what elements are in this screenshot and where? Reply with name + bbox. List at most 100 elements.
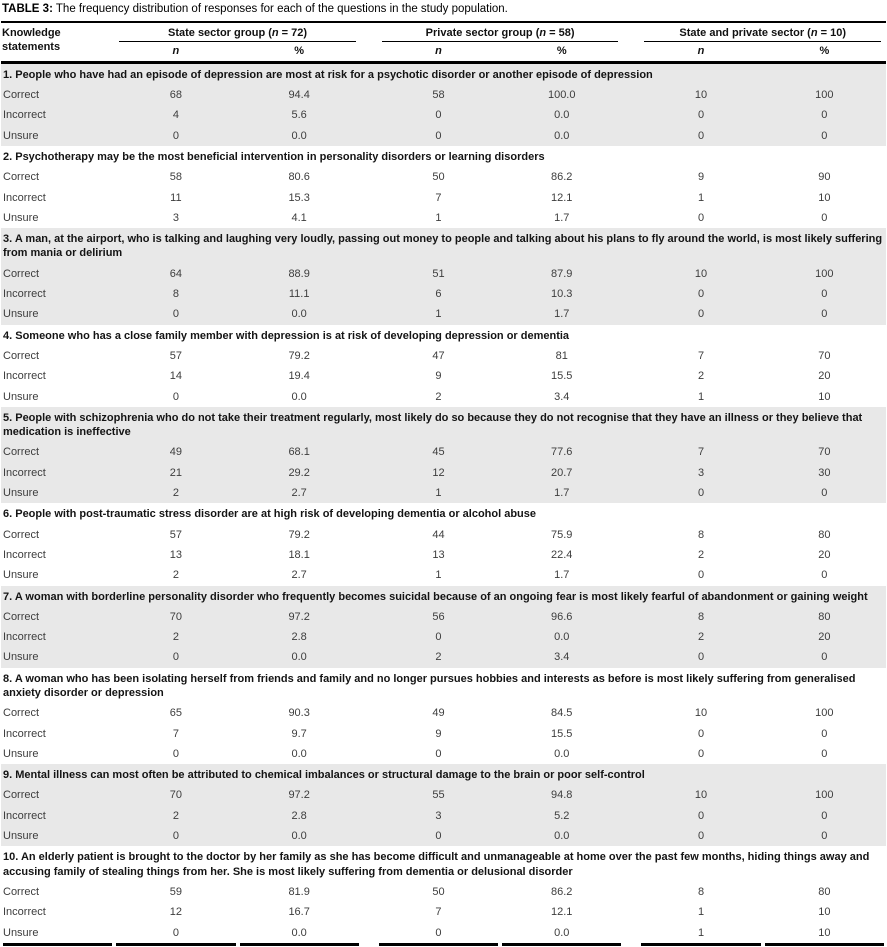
value-cell: 15.5 xyxy=(551,370,573,383)
value-cell: 94.8 xyxy=(500,785,624,806)
response-row: Correct 65 90.3 49 84.5 10 100 xyxy=(1,703,886,723)
question-row: 1. People who have had an episode of dep… xyxy=(1,62,886,86)
value-cell: 1 xyxy=(376,483,501,504)
value-cell: 96.6 xyxy=(500,606,624,628)
table-bottom-rule xyxy=(1,942,886,947)
question-statement: 9. Mental illness can most often be attr… xyxy=(1,764,886,786)
question-row: 2. Psychotherapy may be the most benefic… xyxy=(1,146,886,167)
value-cell: 0 xyxy=(114,826,238,847)
value-cell: 10 xyxy=(639,263,763,285)
question-statement: 7. A woman with borderline personality d… xyxy=(1,585,886,607)
value-cell: 0.0 xyxy=(500,627,624,648)
value-cell: 2 xyxy=(172,569,179,582)
value-cell: 15.5 xyxy=(551,727,573,740)
value-cell: 0 xyxy=(435,926,442,939)
column-gap xyxy=(361,188,377,208)
value-cell: 90 xyxy=(818,171,831,184)
response-label: Incorrect xyxy=(3,906,46,919)
value-cell: 10 xyxy=(694,707,708,720)
column-gap xyxy=(623,744,639,764)
column-gap xyxy=(623,724,639,744)
value-cell: 47 xyxy=(432,349,445,362)
response-row: Correct 68 94.4 58 100.0 10 100 xyxy=(1,85,886,106)
question-statement: 6. People with post-traumatic stress dis… xyxy=(3,508,537,521)
value-cell: 0.0 xyxy=(237,125,361,146)
subheader-n-state: n xyxy=(114,41,238,64)
value-cell: 65 xyxy=(169,707,182,720)
column-gap xyxy=(360,125,377,146)
value-cell: 2.7 xyxy=(291,569,307,582)
value-cell: 12 xyxy=(376,462,501,484)
subheader-n-private: n xyxy=(376,41,501,64)
value-cell: 11.1 xyxy=(237,284,361,305)
value-cell: 1 xyxy=(697,906,705,919)
question-row: 4. Someone who has a close family member… xyxy=(1,325,886,346)
value-cell: 0 xyxy=(114,125,238,146)
column-gap xyxy=(623,263,640,285)
column-gap xyxy=(623,703,639,723)
response-label: Correct xyxy=(1,85,115,106)
value-cell: 3 xyxy=(639,462,763,484)
value-cell: 84.5 xyxy=(551,707,573,720)
response-row: Unsure 0 0.0 0 0.0 0 0 xyxy=(1,125,886,146)
value-cell: 5.6 xyxy=(237,105,361,126)
value-cell: 6 xyxy=(376,284,501,305)
response-row: Correct 57 79.2 44 75.9 8 80 xyxy=(1,525,886,545)
value-cell: 9 xyxy=(435,370,442,383)
question-row: 5. People with schizophrenia who do not … xyxy=(1,406,886,443)
question-statement: 10. An elderly patient is brought to the… xyxy=(3,851,870,878)
question-statement: 5. People with schizophrenia who do not … xyxy=(1,406,886,443)
value-cell: 80 xyxy=(818,528,831,541)
rule-segment xyxy=(641,942,761,946)
value-cell: 79.2 xyxy=(288,349,310,362)
value-cell: 30 xyxy=(762,462,886,484)
column-gap xyxy=(623,882,639,902)
response-row: Correct 64 88.9 51 87.9 10 100 xyxy=(1,263,886,285)
column-gap xyxy=(623,902,639,922)
value-cell: 0 xyxy=(821,747,828,760)
question-statement: 3. A man, at the airport, who is talking… xyxy=(1,228,886,264)
rule-segment xyxy=(3,942,113,946)
value-cell: 0 xyxy=(762,483,886,504)
question-statement: 1. People who have had an episode of dep… xyxy=(1,62,886,86)
value-cell: 14 xyxy=(169,370,182,383)
value-cell: 8 xyxy=(639,606,763,628)
response-row: Unsure 0 0.0 0 0.0 1 10 xyxy=(1,923,886,943)
value-cell: 94.4 xyxy=(237,85,361,106)
value-cell: 1 xyxy=(697,191,705,204)
column-gap xyxy=(623,387,639,407)
group-header-row: Knowledge statements State sector group … xyxy=(1,22,886,64)
value-cell: 0.0 xyxy=(500,125,624,146)
value-cell: 3 xyxy=(376,805,501,827)
rule-segment xyxy=(764,942,884,946)
response-label: Correct xyxy=(1,606,115,628)
value-cell: 2.7 xyxy=(237,483,361,504)
column-header-knowledge-statements: Knowledge statements xyxy=(1,22,115,64)
value-cell: 58 xyxy=(376,85,501,106)
column-group-private-sector: Private sector group (n = 58) xyxy=(377,23,624,42)
value-cell: 15.3 xyxy=(288,191,310,204)
value-cell: 0 xyxy=(639,826,763,847)
question-row: 3. A man, at the airport, who is talking… xyxy=(1,228,886,264)
value-cell: 1.7 xyxy=(500,304,624,325)
value-cell: 0.0 xyxy=(500,826,624,847)
column-gap xyxy=(360,785,377,806)
column-gap xyxy=(360,805,377,827)
value-cell: 3 xyxy=(172,211,179,224)
column-gap xyxy=(360,85,377,106)
rule-segment xyxy=(502,942,622,946)
value-cell: 100 xyxy=(762,785,886,806)
column-gap xyxy=(623,525,639,545)
value-cell: 2 xyxy=(376,647,501,668)
response-label: Unsure xyxy=(1,304,115,325)
response-label: Unsure xyxy=(1,125,115,146)
response-row: Incorrect 13 18.1 13 22.4 2 20 xyxy=(1,545,886,565)
column-gap xyxy=(361,902,377,922)
value-cell: 21 xyxy=(114,462,238,484)
response-row: Incorrect 21 29.2 12 20.7 3 30 xyxy=(1,462,886,484)
value-cell: 0 xyxy=(821,727,828,740)
value-cell: 7 xyxy=(639,442,763,463)
column-gap xyxy=(623,22,640,64)
value-cell: 4.1 xyxy=(291,211,307,224)
